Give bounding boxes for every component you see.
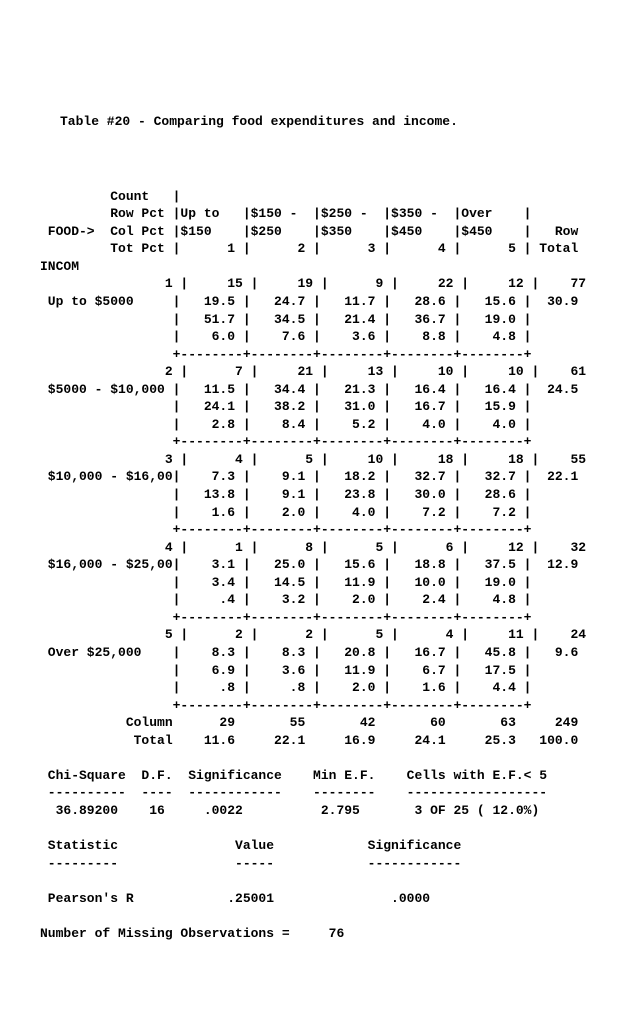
crosstab-output: Count | Row Pct |Up to |$150 - |$250 - |… <box>40 188 630 943</box>
table-title: Table #20 - Comparing food expenditures … <box>40 113 630 131</box>
